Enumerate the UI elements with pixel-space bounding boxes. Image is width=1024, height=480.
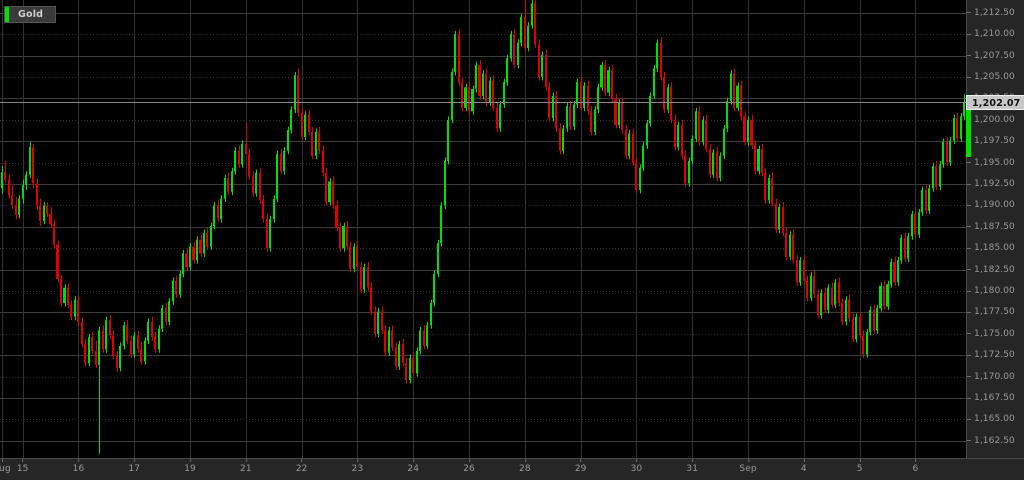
price-tick-label: 1,180.00 xyxy=(967,285,1024,297)
time-tick-label: 4 xyxy=(800,459,807,474)
time-tick-label: 24 xyxy=(407,459,420,474)
instrument-label: Gold xyxy=(18,9,44,20)
price-tick-label: 1,162.50 xyxy=(967,435,1024,447)
time-tick-label: 17 xyxy=(128,459,141,474)
time-tick-label: 23 xyxy=(351,459,364,474)
time-tick-label: 16 xyxy=(72,459,85,474)
price-tick-label: 1,210.00 xyxy=(967,28,1024,40)
price-axis[interactable]: 1,212.501,210.001,207.501,205.001,202.50… xyxy=(966,0,1024,458)
time-tick-label: 26 xyxy=(463,459,475,474)
price-tick-label: 1,172.50 xyxy=(967,349,1024,361)
gridlines xyxy=(0,0,966,458)
time-tick-label: 28 xyxy=(519,459,531,474)
price-tick-label: 1,185.00 xyxy=(967,242,1024,254)
last-price-marker xyxy=(966,104,971,157)
candlestick-plot-area[interactable] xyxy=(0,0,966,458)
time-tick-label: 30 xyxy=(630,459,643,474)
candlestick-svg xyxy=(0,0,966,458)
time-tick-label: Sep xyxy=(739,459,757,474)
price-tick-label: 1,205.00 xyxy=(967,71,1024,83)
time-tick-label: 5 xyxy=(856,459,863,474)
time-tick-label: 19 xyxy=(184,459,196,474)
price-tick-label: 1,212.50 xyxy=(967,7,1024,19)
price-tick-label: 1,195.00 xyxy=(967,157,1024,169)
price-tick-label: 1,200.00 xyxy=(967,114,1024,126)
price-tick-label: 1,197.50 xyxy=(967,135,1024,147)
price-tick-label: 1,177.50 xyxy=(967,306,1024,318)
last-price-tag: 1,202.07 xyxy=(966,94,1024,110)
price-tick-label: 1,182.50 xyxy=(967,264,1024,276)
price-tick-label: 1,207.50 xyxy=(967,50,1024,62)
price-tick-label: 1,167.50 xyxy=(967,392,1024,404)
instrument-color-swatch xyxy=(5,7,9,22)
price-tick-label: 1,187.50 xyxy=(967,221,1024,233)
price-tick-label: 1,170.00 xyxy=(967,371,1024,383)
time-tick-label: 15 xyxy=(16,459,29,474)
time-tick-label: 31 xyxy=(686,459,699,474)
time-tick-label: Aug xyxy=(0,459,11,474)
price-tick-label: 1,192.50 xyxy=(967,178,1024,190)
time-tick-label: 29 xyxy=(574,459,587,474)
price-tick-label: 1,175.00 xyxy=(967,328,1024,340)
instrument-badge[interactable]: Gold xyxy=(4,6,57,23)
time-axis[interactable]: Aug 15 16 17 19 21 22 23 24 26 28 29 30 31 Sep 4 5 6 xyxy=(0,458,1024,480)
time-tick-label: 6 xyxy=(912,459,919,474)
time-tick-label: 21 xyxy=(240,459,252,474)
price-tick-label: 1,190.00 xyxy=(967,199,1024,211)
candles xyxy=(1,0,965,454)
time-tick-label: 22 xyxy=(295,459,308,474)
price-tick-label: 1,165.00 xyxy=(967,413,1024,425)
